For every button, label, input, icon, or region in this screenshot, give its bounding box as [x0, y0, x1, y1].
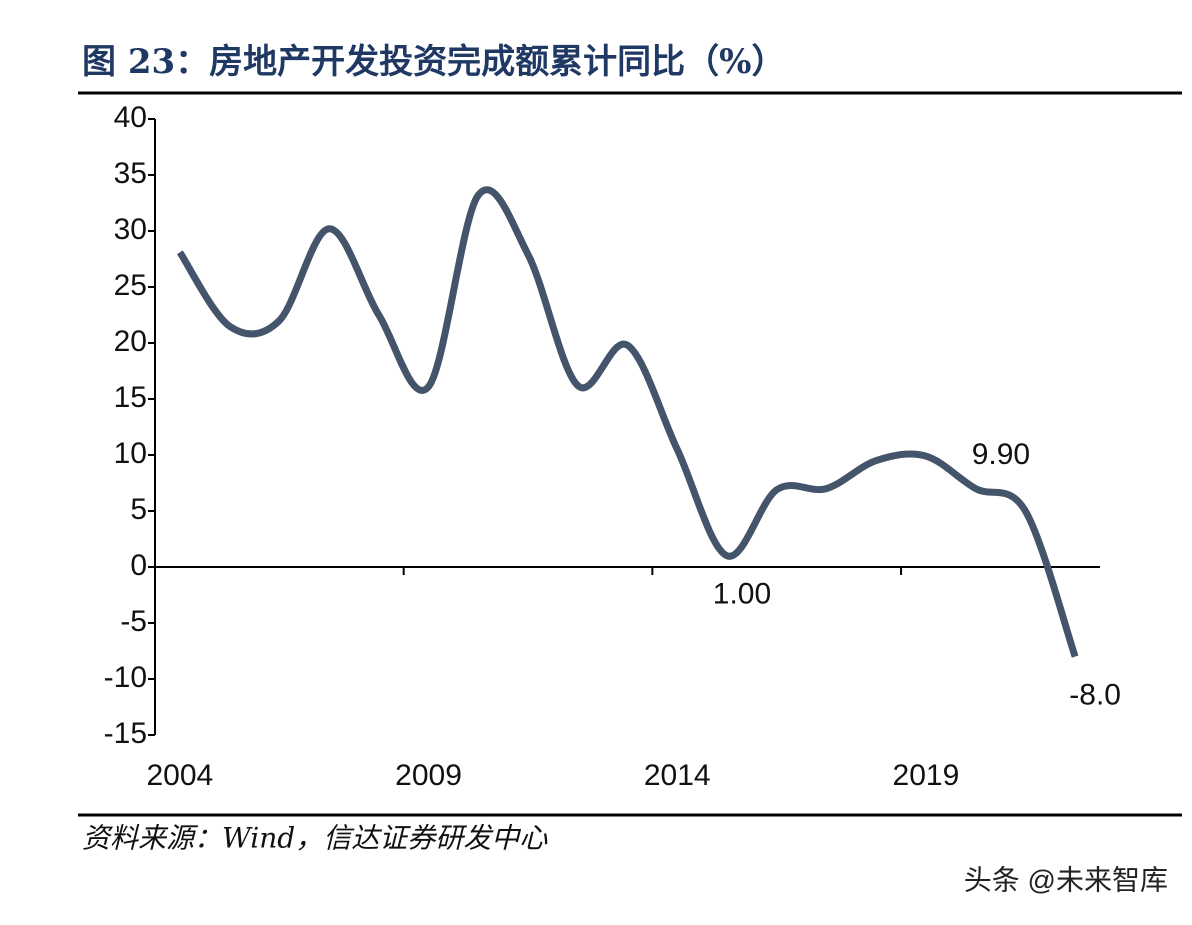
source: 资料来源：Wind，信达证券研发中心 — [82, 822, 548, 855]
y-tick-label: 5 — [130, 493, 147, 526]
data-label: 9.90 — [972, 438, 1030, 471]
y-tick-label: 15 — [114, 381, 147, 414]
x-tick-label: 2004 — [146, 759, 213, 792]
data-label: 1.00 — [713, 578, 771, 611]
x-tick-label: 2014 — [644, 759, 711, 792]
y-tick-label: 25 — [114, 269, 147, 302]
y-tick-label: 0 — [130, 549, 147, 582]
x-tick-label: 2009 — [395, 759, 462, 792]
y-tick-label: 20 — [114, 325, 147, 358]
y-tick-label: 10 — [114, 437, 147, 470]
chart-title: 图 23：房地产开发投资完成额累计同比（%） — [82, 42, 785, 82]
y-tick-label: 35 — [114, 157, 147, 190]
data-line — [176, 186, 1079, 658]
data-label: -8.0 — [1069, 679, 1121, 712]
y-tick-label: 40 — [114, 101, 147, 134]
watermark: 头条 @未来智库 — [964, 864, 1168, 895]
y-tick-label: -5 — [120, 605, 147, 638]
y-tick-label: 30 — [114, 213, 147, 246]
x-tick-label: 2019 — [893, 759, 960, 792]
y-tick-label: -15 — [104, 717, 147, 750]
y-tick-label: -10 — [104, 661, 147, 694]
